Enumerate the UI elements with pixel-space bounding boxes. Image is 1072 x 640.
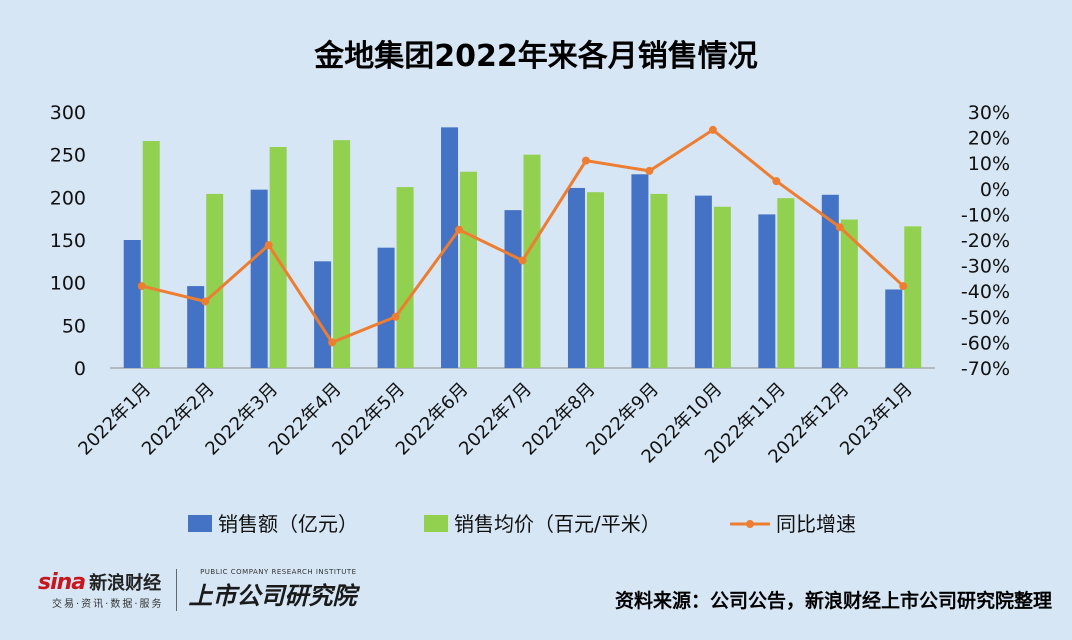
sales-bar xyxy=(250,189,268,368)
sales-bar xyxy=(377,247,395,368)
sales-bar xyxy=(758,214,776,368)
sales-bar xyxy=(187,286,205,368)
y-right-tick-label: 10% xyxy=(968,153,1010,175)
price-bar xyxy=(460,171,478,368)
growth-point xyxy=(455,225,464,234)
legend-price-label: 销售均价（百元/平米） xyxy=(454,512,661,536)
legend-sales-label: 销售额（亿元） xyxy=(218,512,358,536)
footer-logos: sina 新浪财经 交易·资讯·数据·服务 PUBLIC COMPANY RES… xyxy=(38,568,357,611)
data-source: 资料来源：公司公告，新浪财经上市公司研究院整理 xyxy=(614,590,1052,612)
legend-growth-marker xyxy=(746,520,754,528)
y-left-tick-label: 0 xyxy=(74,358,86,380)
y-left-tick-label: 200 xyxy=(50,187,86,209)
sina-tagline: 交易·资讯·数据·服务 xyxy=(52,599,164,610)
sales-bar xyxy=(123,240,141,368)
sales-bar xyxy=(314,261,332,368)
growth-point xyxy=(328,338,337,347)
price-bar xyxy=(586,192,604,368)
legend-growth-label: 同比增速 xyxy=(776,512,856,536)
sina-brand: sina xyxy=(38,570,86,595)
bars xyxy=(123,127,922,368)
sales-bar xyxy=(631,174,649,368)
legend: 销售额（亿元） 销售均价（百元/平米） 同比增速 xyxy=(188,512,856,536)
price-bar xyxy=(523,154,541,368)
y-left-tick-label: 300 xyxy=(50,102,86,124)
sina-name: 新浪财经 xyxy=(89,573,162,594)
price-bar xyxy=(142,141,160,368)
growth-point xyxy=(264,241,273,250)
y-right-tick-label: -20% xyxy=(961,230,1010,252)
y-right-tick-label: -50% xyxy=(961,307,1010,329)
y-left-tick-label: 50 xyxy=(62,315,86,337)
growth-point xyxy=(835,223,844,232)
logo-divider xyxy=(175,568,177,611)
y-right-tick-label: -70% xyxy=(961,358,1010,380)
sales-bar xyxy=(504,210,522,368)
growth-point xyxy=(645,166,654,175)
price-bar xyxy=(206,193,224,368)
axes: 0 50 100 150 200 250 300 -70% -60% -50% -40% -30% -2… xyxy=(50,102,1010,380)
sales-bar xyxy=(821,194,839,368)
sales-bar xyxy=(694,195,712,368)
price-bar xyxy=(713,206,731,368)
chart-title: 金地集团2022年来各月销售情况 xyxy=(313,39,758,74)
sales-bar xyxy=(441,127,459,368)
y-right-tick-label: 30% xyxy=(968,102,1010,124)
y-right-tick-label: -10% xyxy=(961,204,1010,226)
y-left-tick-label: 100 xyxy=(50,273,86,295)
sina-finance-logo: sina 新浪财经 交易·资讯·数据·服务 xyxy=(38,569,164,610)
growth-point xyxy=(899,282,908,291)
y-left-tick-label: 250 xyxy=(50,145,86,167)
y-right-tick-label: 20% xyxy=(968,128,1010,150)
price-bar xyxy=(396,187,414,368)
sales-bar xyxy=(885,289,903,368)
y-right-tick-label: -60% xyxy=(961,332,1010,354)
institute-english: PUBLIC COMPANY RESEARCH INSTITUTE xyxy=(200,568,357,576)
growth-point xyxy=(201,297,210,306)
price-bar xyxy=(904,226,922,368)
growth-point xyxy=(772,177,781,186)
growth-point xyxy=(137,282,146,291)
y-right-tick-label: -40% xyxy=(961,281,1010,303)
growth-point xyxy=(581,156,590,165)
price-bar xyxy=(840,219,858,368)
y-right-tick-label: -30% xyxy=(961,256,1010,278)
institute-logo: PUBLIC COMPANY RESEARCH INSTITUTE 上市公司研究… xyxy=(189,568,357,611)
sales-bar xyxy=(567,187,585,368)
growth-point xyxy=(391,312,400,321)
legend-sales-swatch xyxy=(188,515,212,532)
growth-point xyxy=(708,125,717,134)
price-bar xyxy=(333,140,351,368)
y-left-tick-label: 150 xyxy=(50,230,86,252)
price-bar xyxy=(650,193,668,368)
x-axis-labels: 2022年1月2022年2月2022年3月2022年4月2022年5月2022年… xyxy=(74,379,916,468)
growth-line xyxy=(137,125,908,347)
growth-point xyxy=(518,256,527,265)
y-right-tick-label: 0% xyxy=(980,179,1010,201)
institute-name: 上市公司研究院 xyxy=(188,582,357,610)
price-bar xyxy=(777,198,795,368)
legend-price-swatch xyxy=(424,515,448,532)
